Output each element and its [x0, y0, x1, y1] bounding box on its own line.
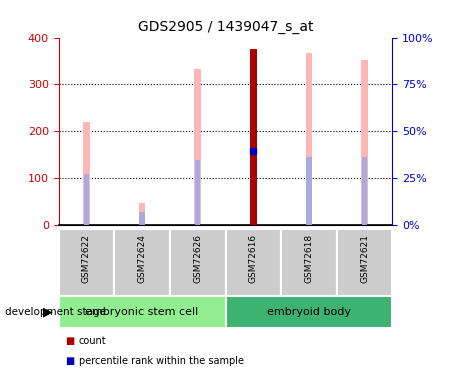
Text: ■: ■	[65, 356, 74, 366]
Text: GSM72622: GSM72622	[82, 234, 91, 283]
Bar	[226, 229, 281, 296]
Bar	[250, 49, 257, 225]
Text: ■: ■	[65, 336, 74, 346]
Text: count: count	[79, 336, 106, 346]
Bar	[59, 296, 226, 328]
Title: GDS2905 / 1439047_s_at: GDS2905 / 1439047_s_at	[138, 20, 313, 34]
Bar	[194, 69, 201, 225]
Bar	[195, 160, 200, 225]
Text: GSM72616: GSM72616	[249, 234, 258, 283]
Bar	[362, 157, 367, 225]
Bar	[139, 212, 145, 225]
Text: GSM72626: GSM72626	[193, 234, 202, 283]
Bar	[226, 296, 392, 328]
Bar	[170, 229, 226, 296]
Bar	[251, 151, 256, 225]
Bar	[59, 229, 114, 296]
Text: percentile rank within the sample: percentile rank within the sample	[79, 356, 244, 366]
Text: GSM72624: GSM72624	[138, 234, 147, 283]
Text: embryoid body: embryoid body	[267, 307, 351, 317]
Text: ▶: ▶	[42, 306, 52, 319]
Text: GSM72621: GSM72621	[360, 234, 369, 283]
Bar	[83, 122, 90, 225]
Text: embryonic stem cell: embryonic stem cell	[85, 307, 199, 317]
Bar	[281, 229, 337, 296]
Bar	[114, 229, 170, 296]
Bar	[250, 49, 257, 225]
Bar	[306, 53, 312, 225]
Bar	[306, 157, 312, 225]
Bar	[361, 60, 368, 225]
Bar	[84, 174, 89, 225]
Bar	[139, 202, 145, 225]
Bar	[337, 229, 392, 296]
Text: GSM72618: GSM72618	[304, 234, 313, 283]
Text: development stage: development stage	[5, 307, 106, 317]
